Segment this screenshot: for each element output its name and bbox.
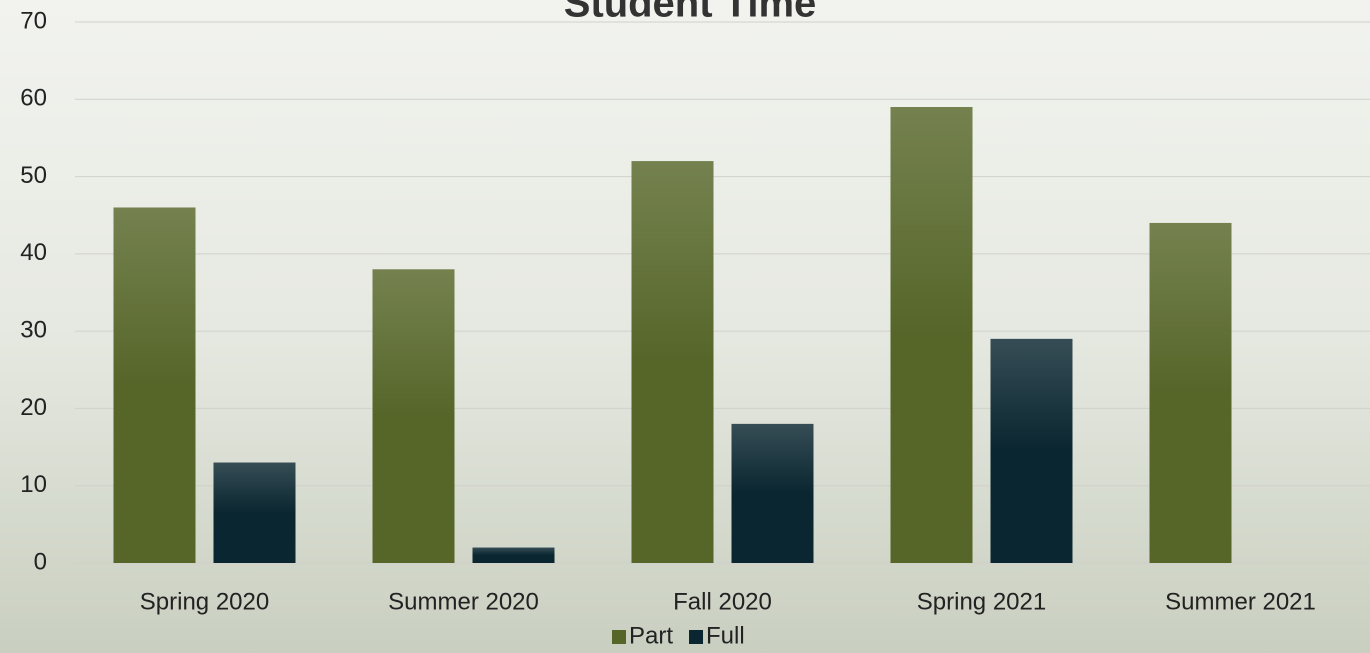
y-tick-label: 70 <box>20 7 47 34</box>
y-tick-label: 40 <box>20 239 47 266</box>
bar <box>213 462 296 563</box>
y-tick-label: 50 <box>20 162 47 189</box>
x-tick-label: Summer 2021 <box>1165 588 1316 615</box>
bar <box>113 207 196 563</box>
bar <box>890 107 973 563</box>
bar <box>372 269 455 563</box>
y-tick-label: 10 <box>20 471 47 498</box>
legend-swatch <box>689 630 704 644</box>
bar <box>990 338 1073 563</box>
legend-swatch <box>612 630 626 644</box>
bar <box>472 547 555 563</box>
y-tick-label: 60 <box>20 85 47 112</box>
y-tick-label: 30 <box>20 316 47 343</box>
chart-title: Student Time <box>564 0 817 26</box>
x-tick-label: Summer 2020 <box>388 588 539 615</box>
legend-label: Full <box>706 622 745 649</box>
y-tick-label: 0 <box>34 548 47 575</box>
bar <box>631 161 714 563</box>
x-tick-label: Fall 2020 <box>673 588 772 615</box>
x-tick-label: Spring 2021 <box>917 588 1046 615</box>
bar <box>1149 222 1232 563</box>
bar <box>731 423 814 563</box>
x-tick-label: Spring 2020 <box>140 588 269 615</box>
y-tick-label: 20 <box>20 394 47 421</box>
legend-label: Part <box>629 622 673 649</box>
